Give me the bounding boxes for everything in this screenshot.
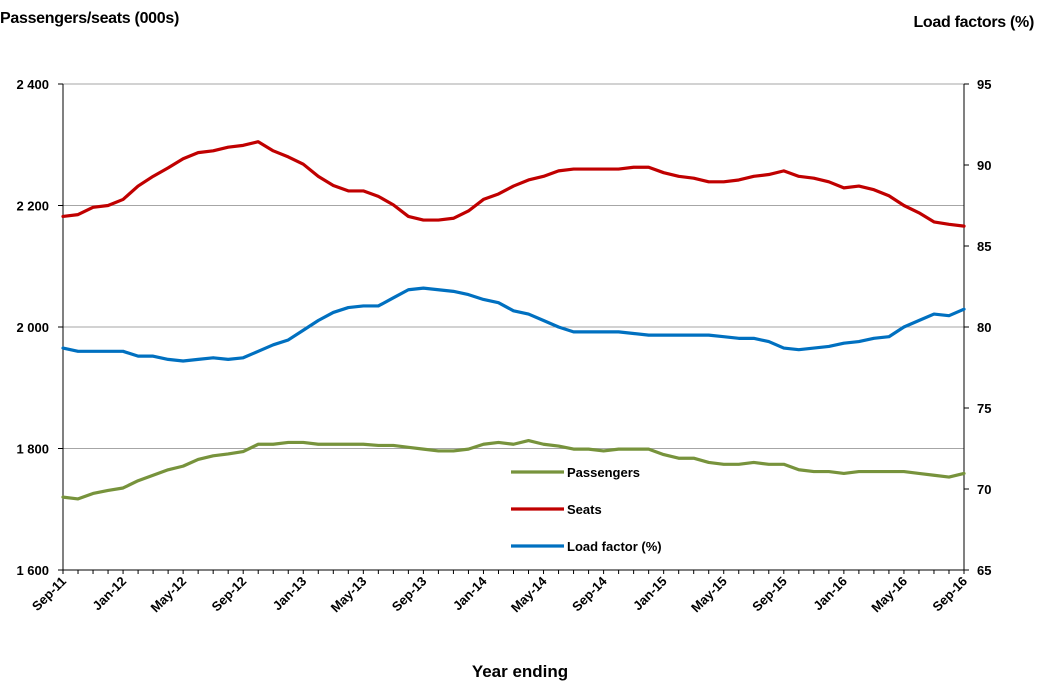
series-lines: [61, 140, 966, 501]
x-axis-title: Year ending: [471, 662, 569, 681]
x-tick-label: May-15: [688, 574, 730, 616]
x-tick-label: Jan-15: [630, 574, 670, 614]
x-tick-label: May-16: [868, 574, 910, 616]
left-tick-label: 2 400: [16, 77, 49, 92]
right-tick-label: 85: [977, 239, 991, 254]
x-tick-label: May-13: [328, 574, 370, 616]
right-y-axis-ticks: 65 70 75 80 85 90 95: [964, 77, 991, 578]
series-line-load-factor: [61, 286, 966, 363]
left-tick-label: 1 600: [16, 563, 49, 578]
x-tick-label: Sep-14: [569, 573, 610, 614]
left-y-axis-title: Passengers/seats (000s): [0, 10, 179, 27]
left-tick-label: 2 000: [16, 320, 49, 335]
right-y-axis-title: Load factors (%): [913, 14, 1034, 31]
left-y-axis-ticks: 1 600 1 800 2 000 2 200 2 400: [16, 77, 63, 578]
x-tick-label: Jan-12: [89, 574, 129, 614]
gridlines: [63, 83, 964, 449]
legend-label: Passengers: [567, 465, 640, 480]
legend-label: Load factor (%): [567, 539, 662, 554]
right-tick-label: 80: [977, 320, 991, 335]
right-tick-label: 65: [977, 563, 991, 578]
right-tick-label: 75: [977, 401, 991, 416]
right-tick-label: 70: [977, 482, 991, 497]
x-tick-label: Sep-15: [749, 574, 790, 615]
x-tick-label: Sep-12: [209, 574, 250, 615]
series-line-seats: [61, 140, 966, 228]
x-tick-label: Sep-16: [929, 574, 970, 615]
x-axis-ticks: Sep-11 Jan-12 May-12 Sep-12 Jan-13 May-13 Sep-…: [29, 570, 970, 615]
legend: Passengers Seats Load factor (%): [511, 465, 662, 554]
left-tick-label: 2 200: [16, 199, 49, 214]
x-tick-label: May-12: [147, 574, 189, 616]
right-tick-label: 95: [977, 77, 991, 92]
x-tick-label: Jan-16: [810, 574, 850, 614]
left-tick-label: 1 800: [16, 442, 49, 457]
x-tick-label: Sep-13: [389, 574, 430, 615]
x-tick-label: Jan-13: [270, 574, 310, 614]
x-tick-label: May-14: [508, 573, 550, 615]
series-line-passengers: [61, 439, 966, 501]
x-tick-label: Jan-14: [450, 573, 490, 613]
right-tick-label: 90: [977, 158, 991, 173]
x-tick-label: Sep-11: [29, 574, 69, 614]
legend-label: Seats: [567, 502, 602, 517]
